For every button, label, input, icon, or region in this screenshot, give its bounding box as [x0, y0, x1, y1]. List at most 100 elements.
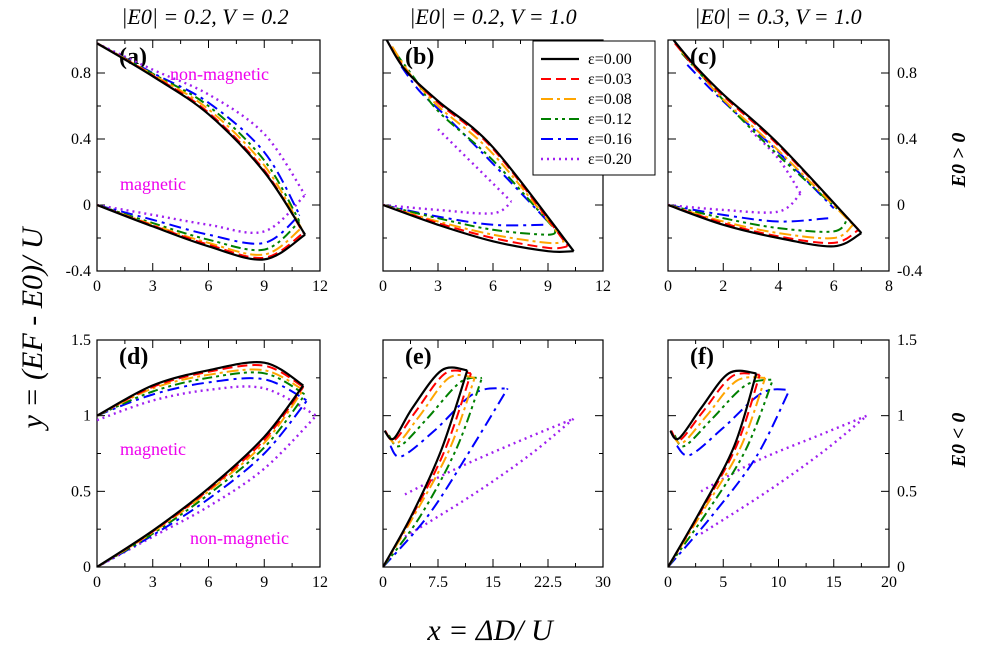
y-tick-label: 0: [897, 559, 905, 576]
x-tick-label: 0: [93, 278, 101, 295]
x-tick-label: 12: [312, 278, 328, 295]
series-3-upper: [395, 52, 557, 231]
series-2-lower: [97, 389, 305, 567]
series-5-upper: [700, 414, 868, 493]
series-2-upper: [97, 368, 304, 417]
y-tick-label: 0.5: [897, 483, 917, 500]
x-tick-label: 6: [489, 278, 497, 295]
x-tick-label: 15: [826, 574, 842, 591]
x-tick-label: 8: [885, 278, 893, 295]
y-tick-label: 0: [897, 197, 905, 214]
series-0-upper: [97, 361, 304, 417]
y-tick-label: -0.4: [66, 263, 91, 280]
x-tick-label: 5: [719, 574, 727, 591]
series-5-upper: [437, 128, 513, 203]
series-0-upper: [383, 366, 468, 441]
series-2-upper: [391, 46, 566, 242]
annotation-magnetic: magnetic: [120, 439, 186, 459]
x-tick-label: 2: [719, 278, 727, 295]
y-tick-label: 0.8: [71, 65, 91, 82]
panel-d: 0 3 6 9 12 0 0.5 1 1.5 (d) magnetic non-magnetic: [71, 332, 328, 591]
x-tick-label: 9: [544, 278, 552, 295]
x-tick-label: 9: [260, 574, 268, 591]
panel-e: 0 7.5 15 22.5 30 (e): [379, 339, 611, 591]
x-tick-label: 0: [93, 574, 101, 591]
column-title-2: |E0| = 0.2, V = 1.0: [409, 4, 576, 29]
y-tick-label: 1.5: [897, 332, 917, 349]
series-4-upper: [389, 387, 508, 458]
x-tick-label: 20: [881, 574, 897, 591]
x-tick-label: 6: [205, 278, 213, 295]
curves: [383, 40, 575, 254]
x-axis-label: x = ΔD/ U: [426, 614, 555, 647]
legend: ε=0.00 ε=0.03 ε=0.08 ε=0.12 ε=0.16 ε=0.20: [532, 40, 656, 176]
panels-group: 0 3 6 9 12-0.400.40.8(a)non-magneticmagnetic…: [66, 39, 922, 591]
series-0-upper: [672, 40, 863, 234]
column-title-3: |E0| = 0.3, V = 1.0: [694, 4, 861, 29]
y-tick-label: 0: [83, 559, 91, 576]
series-4-upper: [400, 65, 549, 223]
series-0-upper: [669, 369, 757, 441]
x-tick-label: 6: [205, 574, 213, 591]
series-2-upper: [385, 374, 475, 445]
series-3-lower: [97, 204, 301, 252]
series-1-lower: [668, 374, 761, 567]
series-0-upper: [97, 42, 307, 236]
panel-c: 0 2 4 6 8-0.400.40.8(c): [664, 39, 922, 295]
legend-entry: ε=0.12: [588, 111, 632, 128]
series-2-upper: [676, 45, 854, 226]
y-tick-label: 1.5: [71, 332, 91, 349]
series-3-lower: [668, 204, 849, 233]
series-1-upper: [97, 364, 304, 417]
series-2-lower: [383, 377, 476, 567]
series-4-lower: [668, 204, 829, 223]
series-2-upper: [671, 376, 766, 445]
x-tick-label: 12: [595, 278, 611, 295]
panel-label: (b): [405, 44, 434, 70]
y-tick-label: 0: [83, 197, 91, 214]
series-0-lower: [383, 369, 469, 567]
x-tick-label: 12: [312, 574, 328, 591]
series-5-lower: [668, 192, 802, 214]
series-0-lower: [383, 203, 574, 254]
series-1-lower: [97, 386, 305, 567]
series-1-lower: [383, 372, 472, 567]
panel-label: (d): [119, 344, 148, 370]
x-tick-label: 22.5: [534, 574, 562, 591]
series-4-upper: [686, 64, 835, 210]
series-0-lower: [97, 384, 305, 567]
series-4-lower: [383, 204, 545, 227]
row-label-bottom: E0 < 0: [948, 413, 970, 469]
legend-box: [532, 40, 656, 176]
series-3-lower: [668, 378, 774, 567]
y-tick-label: 1: [897, 408, 905, 425]
series-3-lower: [383, 377, 483, 567]
x-tick-label: 0: [379, 278, 387, 295]
y-tick-label: 0.8: [897, 65, 917, 82]
series-5-upper: [97, 385, 317, 422]
x-tick-label: 3: [149, 574, 157, 591]
x-tick-label: 15: [485, 574, 501, 591]
series-3-upper: [97, 371, 306, 417]
y-tick-label: 0.4: [71, 131, 91, 148]
curves: [97, 361, 318, 567]
curves: [668, 369, 868, 567]
series-3-upper: [97, 42, 301, 223]
series-4-upper: [97, 42, 301, 216]
legend-entry: ε=0.16: [588, 131, 632, 148]
series-0-lower: [97, 203, 306, 261]
series-4-lower: [668, 389, 791, 567]
series-2-lower: [668, 204, 854, 240]
x-tick-label: 0: [664, 278, 672, 295]
series-3-lower: [97, 393, 306, 567]
x-tick-label: 9: [260, 278, 268, 295]
y-tick-label: 0.4: [897, 131, 917, 148]
series-5-lower: [97, 414, 318, 567]
column-title-1: |E0| = 0.2, V = 0.2: [121, 4, 288, 29]
legend-entry: ε=0.20: [588, 151, 632, 168]
series-5-lower: [383, 200, 513, 215]
y-tick-label: 0.5: [71, 483, 91, 500]
